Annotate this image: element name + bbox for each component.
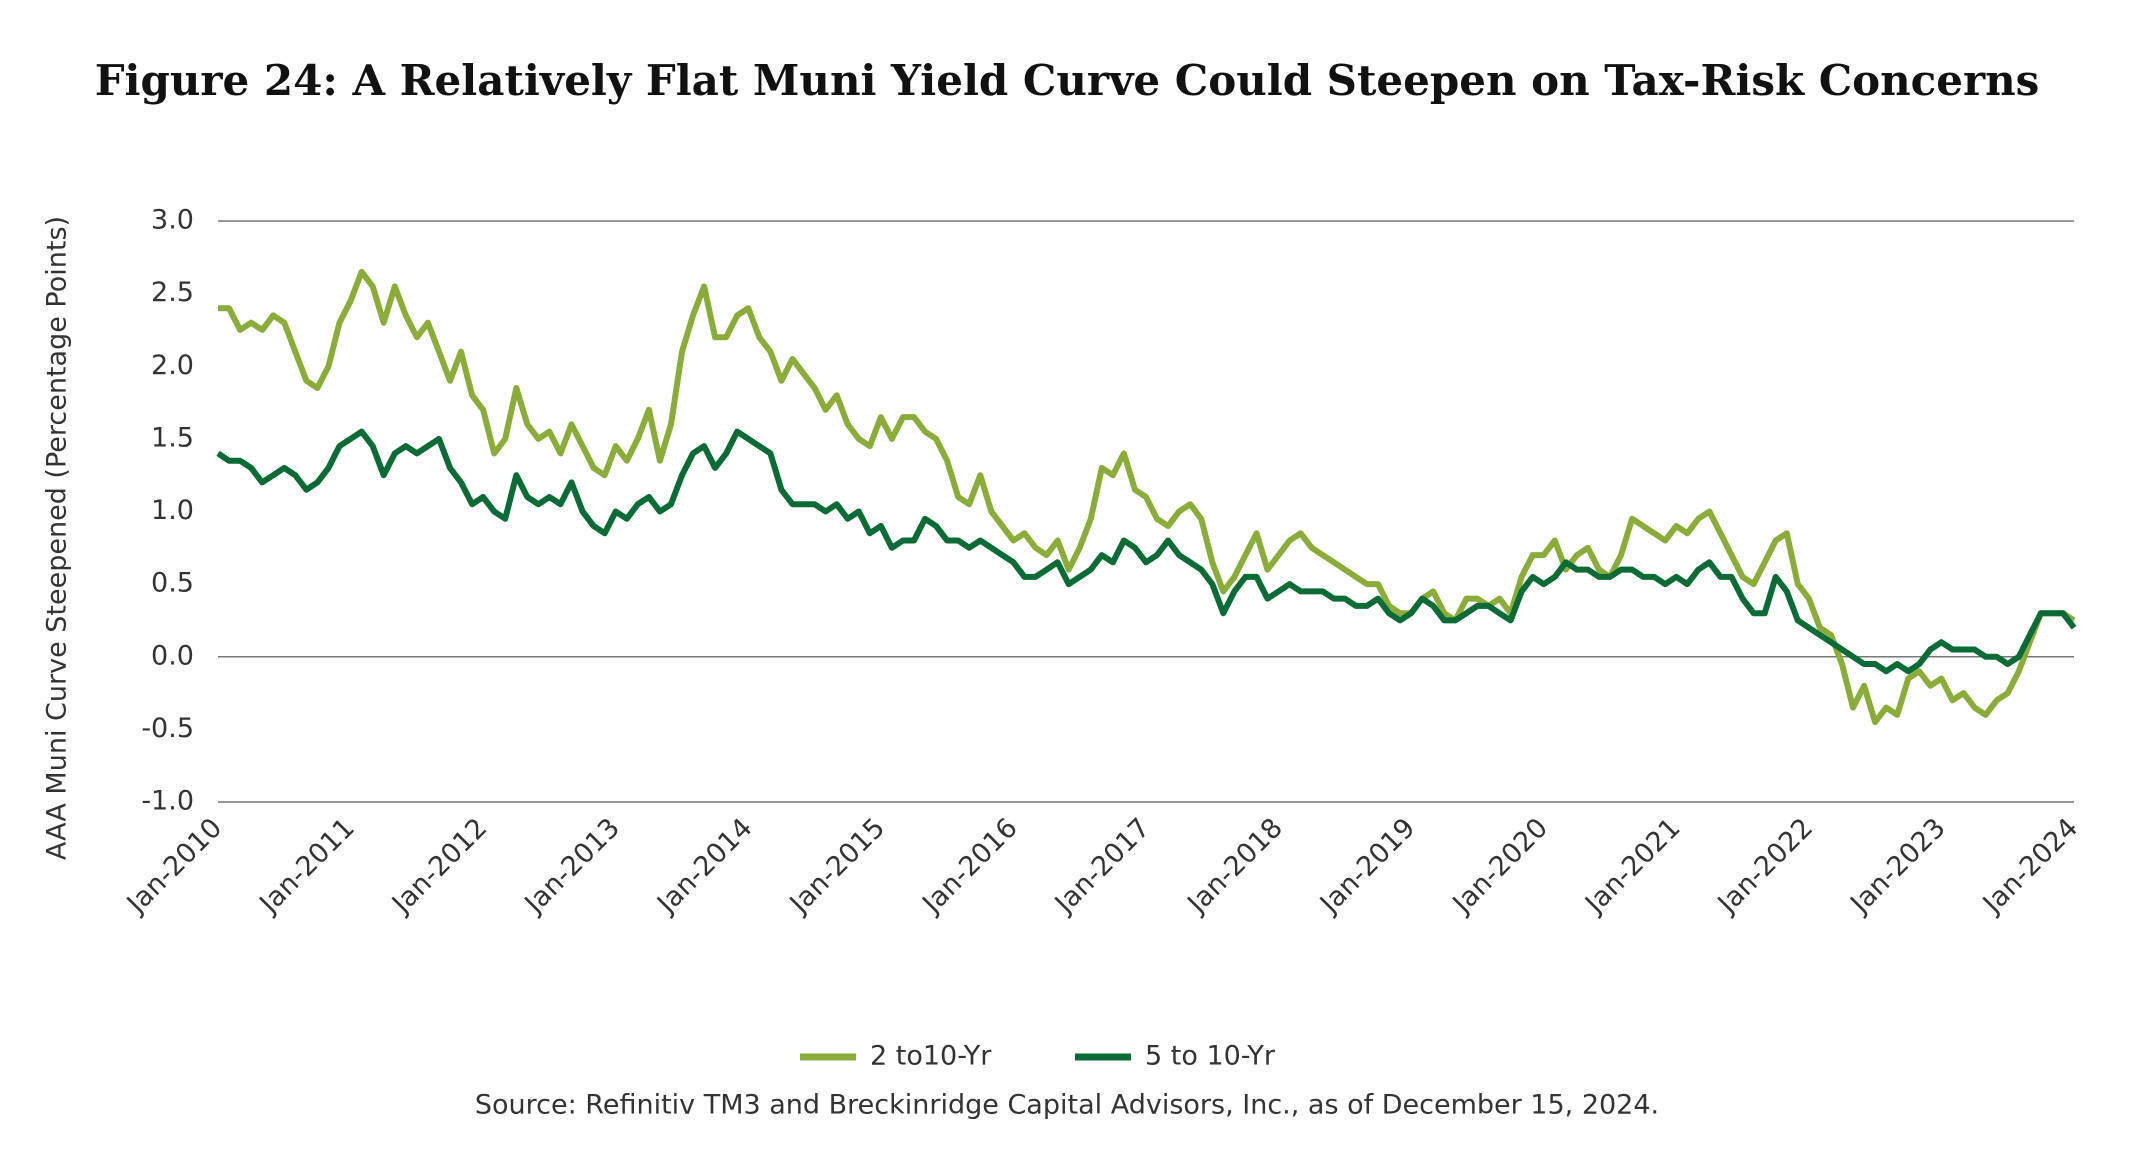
x-tick-label: Jan-2012 — [385, 812, 493, 920]
y-tick-label: 3.0 — [151, 205, 194, 236]
x-tick-label: Jan-2021 — [1578, 812, 1686, 920]
x-tick-label: Jan-2020 — [1446, 812, 1554, 920]
x-tick-label: Jan-2014 — [650, 812, 758, 920]
y-tick-label: 1.5 — [151, 422, 194, 453]
x-tick-label: Jan-2016 — [915, 812, 1023, 920]
x-tick-label: Jan-2024 — [1976, 812, 2084, 920]
x-tick-label: Jan-2023 — [1843, 812, 1951, 920]
legend-label: 5 to 10-Yr — [1145, 1041, 1276, 1072]
data-line — [216, 428, 2077, 675]
y-tick-label: 0.0 — [151, 640, 194, 671]
data-line — [218, 268, 2076, 726]
x-tick-label: Jan-2017 — [1048, 812, 1156, 920]
y-tick-label: -0.5 — [141, 713, 194, 744]
x-tick-label: Jan-2019 — [1313, 812, 1421, 920]
x-tick-label: Jan-2010 — [120, 812, 228, 920]
y-axis-title: AAA Muni Curve Steepened (Percentage Poi… — [42, 216, 73, 860]
y-tick-label: -1.0 — [141, 786, 194, 817]
legend-label: 2 to10-Yr — [870, 1041, 992, 1072]
x-tick-label: Jan-2015 — [783, 812, 891, 920]
x-tick-label: Jan-2011 — [253, 812, 361, 920]
chart-title: Figure 24: A Relatively Flat Muni Yield … — [95, 56, 2040, 105]
y-tick-label: 2.5 — [151, 277, 194, 308]
x-tick-label: Jan-2022 — [1711, 812, 1819, 920]
x-tick-label: Jan-2018 — [1181, 812, 1289, 920]
y-tick-label: 0.5 — [151, 568, 194, 599]
y-tick-label: 1.0 — [151, 495, 194, 526]
x-tick-label: Jan-2013 — [518, 812, 626, 920]
source-note: Source: Refinitiv TM3 and Breckinridge C… — [475, 1090, 1659, 1121]
y-tick-label: 2.0 — [151, 350, 194, 381]
